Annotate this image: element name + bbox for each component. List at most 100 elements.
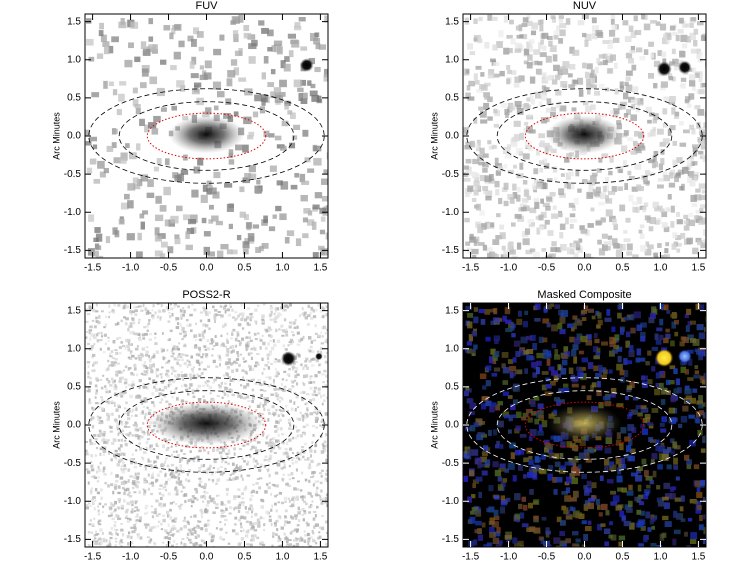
pixel [264, 346, 268, 350]
pixel [190, 73, 199, 79]
pixel [558, 15, 565, 19]
pixel [146, 536, 150, 539]
pixel [187, 35, 194, 42]
pixel [325, 542, 328, 546]
pixel [536, 352, 544, 359]
pixel [662, 448, 669, 454]
pixel [224, 386, 228, 391]
pixel [634, 130, 639, 137]
pixel [239, 312, 242, 316]
pixel [126, 416, 131, 421]
pixel [214, 319, 216, 324]
pixel [164, 158, 170, 166]
pixel [113, 523, 117, 528]
pixel [576, 366, 583, 372]
pixel [174, 234, 180, 239]
pixel [683, 220, 689, 225]
pixel [294, 436, 298, 440]
pixel [635, 405, 642, 409]
pixel [161, 241, 168, 248]
pixel [312, 483, 315, 487]
pixel [186, 319, 189, 322]
pixel [522, 504, 528, 511]
pixel [600, 523, 606, 527]
pixel [648, 41, 654, 47]
pixel [677, 169, 685, 175]
pixel [610, 54, 617, 61]
pixel [559, 223, 566, 230]
pixel [302, 419, 305, 422]
pixel [301, 397, 304, 402]
pixel [642, 206, 647, 213]
pixel [113, 157, 121, 164]
pixel [284, 520, 288, 524]
pixel [126, 535, 130, 539]
pixel [180, 458, 184, 462]
pixel [192, 460, 196, 463]
pixel [510, 323, 516, 328]
pixel [189, 450, 192, 453]
pixel [493, 335, 501, 341]
pixel [213, 378, 216, 382]
pixel [546, 358, 551, 366]
pixel [147, 312, 152, 315]
pixel [232, 469, 237, 474]
pixel [211, 347, 214, 351]
pixel [299, 391, 303, 395]
pixel [203, 246, 210, 255]
pixel [102, 453, 105, 456]
pixel [480, 463, 485, 468]
pixel [245, 454, 248, 458]
pixel [96, 480, 100, 483]
pixel [155, 382, 158, 385]
pixel [248, 131, 255, 137]
pixel [324, 340, 328, 344]
pixel [627, 58, 635, 64]
pixel [190, 458, 193, 461]
pixel [138, 318, 141, 321]
pixel [190, 532, 194, 536]
pixel [204, 509, 208, 513]
pixel [313, 411, 317, 414]
pixel [183, 335, 187, 338]
pixel [86, 38, 94, 46]
pixel [319, 351, 323, 354]
pixel [191, 495, 195, 498]
pixel [158, 513, 161, 516]
pixel [619, 243, 626, 251]
pixel [272, 339, 275, 343]
pixel [187, 305, 190, 309]
pixel [234, 523, 237, 526]
pixel [188, 387, 191, 390]
pixel [291, 496, 296, 499]
pixel [474, 457, 482, 465]
pixel [290, 330, 295, 333]
pixel [464, 453, 470, 459]
pixel [117, 517, 121, 521]
pixel [497, 420, 504, 428]
pixel [180, 169, 189, 175]
pixel [121, 458, 124, 462]
pixel [313, 158, 322, 166]
pixel [135, 108, 141, 115]
pixel [166, 442, 170, 445]
pixel [216, 250, 224, 258]
pixel [310, 459, 314, 464]
pixel [625, 395, 629, 401]
pixel [499, 232, 506, 240]
pixel [245, 520, 249, 523]
pixel [214, 378, 217, 382]
pixel [605, 195, 609, 202]
pixel [207, 251, 215, 257]
panel: -1.5 -1.0 -0.5 0.0 0.5 1.0 1.5-1.5-1.0-0.50.00… [51, 0, 329, 274]
pixel [269, 439, 272, 444]
pixel [694, 365, 699, 370]
pixel [250, 352, 253, 355]
pixel [136, 428, 140, 432]
pixel [626, 331, 631, 337]
pixel [696, 122, 701, 129]
pixel [558, 212, 563, 218]
pixel [95, 303, 98, 307]
pixel [109, 355, 113, 358]
pixel [607, 44, 613, 50]
